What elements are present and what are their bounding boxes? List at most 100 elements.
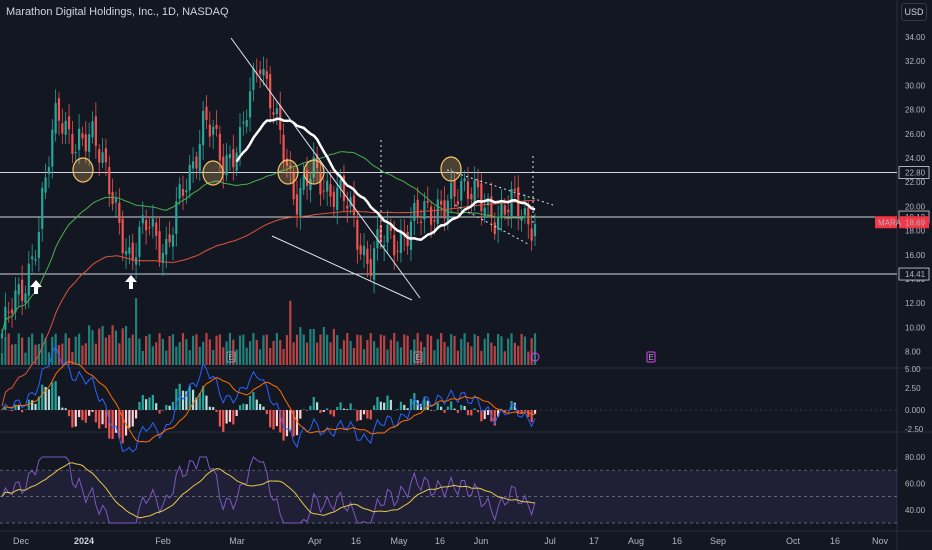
candle-body	[326, 180, 329, 192]
macd-histogram-bar	[78, 410, 81, 418]
highlight-circle	[277, 159, 299, 185]
macd-histogram-bar	[423, 397, 426, 410]
volume-bar	[255, 339, 258, 365]
macd-histogram-bar	[399, 401, 403, 410]
macd-histogram-bar	[366, 410, 369, 419]
macd-histogram-bar	[336, 406, 339, 410]
macd-histogram-bar	[406, 408, 409, 410]
candle-body	[185, 190, 188, 193]
candle-body	[302, 174, 305, 190]
volume-bar	[396, 341, 399, 365]
volume-bar	[393, 333, 396, 365]
price-tick-label: 16.00	[905, 251, 926, 260]
macd-histogram-bar	[453, 408, 456, 410]
candle-body	[145, 220, 148, 231]
volume-bar	[383, 335, 386, 365]
volume-bar	[302, 334, 305, 365]
volume-bar	[171, 334, 175, 365]
volume-bar	[332, 328, 335, 365]
candle-body	[84, 134, 87, 152]
price-tick-label: 32.00	[905, 57, 926, 66]
macd-histogram-bar	[248, 395, 252, 410]
volume-bar	[158, 333, 161, 365]
volume-bar	[24, 352, 27, 365]
macd-histogram-bar	[134, 410, 138, 419]
candle-body	[181, 189, 185, 196]
volume-bar	[155, 342, 158, 365]
volume-bar	[282, 348, 285, 365]
price-tick-label: 34.00	[905, 33, 926, 42]
volume-bar	[490, 342, 493, 365]
price-tick-label: 20.00	[905, 202, 926, 211]
volume-bar	[319, 334, 322, 365]
macd-histogram-bar	[141, 395, 144, 410]
candle-body	[178, 184, 181, 199]
volume-bar	[510, 333, 513, 365]
last-price-tag	[899, 216, 929, 229]
volume-bar	[433, 350, 436, 365]
volume-bar	[292, 342, 295, 365]
candle-body	[88, 134, 91, 152]
volume-bar	[419, 341, 423, 365]
candle-body	[47, 167, 51, 174]
macd-histogram-bar	[71, 410, 74, 428]
candle-body	[222, 156, 225, 175]
volume-bar	[463, 333, 466, 365]
macd-histogram-bar	[14, 404, 17, 410]
macd-histogram-bar	[235, 410, 238, 417]
candle-body	[4, 306, 7, 330]
volume-bar	[376, 347, 379, 365]
candle-body	[242, 121, 245, 124]
candle-body	[352, 195, 356, 216]
candle-body	[232, 149, 235, 168]
level-price-tag	[898, 166, 930, 179]
volume-bar	[272, 341, 275, 365]
volume-bar	[88, 325, 91, 365]
candle-body	[503, 205, 506, 215]
candle-body	[111, 192, 114, 205]
volume-bar	[426, 334, 429, 365]
macd-histogram-bar	[426, 400, 429, 410]
candle-body	[191, 161, 195, 169]
macd-histogram-bar	[27, 399, 30, 410]
macd-histogram-bar	[413, 393, 416, 410]
volume-bar	[309, 329, 312, 365]
volume-bar	[322, 327, 325, 365]
candle-body	[319, 172, 322, 195]
volume-bar	[406, 335, 409, 365]
candle-body	[520, 218, 523, 221]
macd-histogram-bar	[356, 410, 359, 422]
macd-histogram-bar	[175, 388, 178, 410]
volume-bar	[252, 333, 255, 365]
macd-histogram-bar	[91, 410, 94, 412]
volume-bar	[91, 330, 94, 365]
volume-bar	[497, 334, 500, 365]
macd-histogram-bar	[289, 410, 292, 432]
price-tick-label: 22.00	[905, 178, 926, 187]
macd-histogram-bar	[443, 410, 446, 413]
wedge-line-lower	[454, 204, 531, 246]
candle-body	[480, 183, 483, 212]
candle-body	[493, 222, 496, 235]
currency-button[interactable]: USD	[901, 3, 927, 21]
ma-50-line	[1, 151, 536, 334]
candle-body	[299, 188, 302, 217]
macd-histogram-bar	[309, 405, 312, 410]
candle-body	[17, 284, 20, 295]
candle-body	[14, 290, 17, 313]
macd-histogram-bar	[359, 410, 362, 421]
macd-histogram-bar	[476, 410, 480, 413]
volume-bar	[81, 345, 84, 365]
candle-body	[54, 103, 57, 134]
macd-histogram-bar	[212, 407, 215, 410]
candle-body	[24, 293, 27, 303]
candle-body	[419, 221, 423, 223]
time-axis-label: Oct	[786, 536, 801, 546]
volume-bar	[416, 333, 419, 365]
candle-body	[98, 149, 101, 163]
volume-bar	[101, 325, 104, 365]
candle-body	[369, 259, 372, 277]
macd-histogram-bar	[171, 401, 175, 410]
volume-bar	[473, 334, 476, 365]
